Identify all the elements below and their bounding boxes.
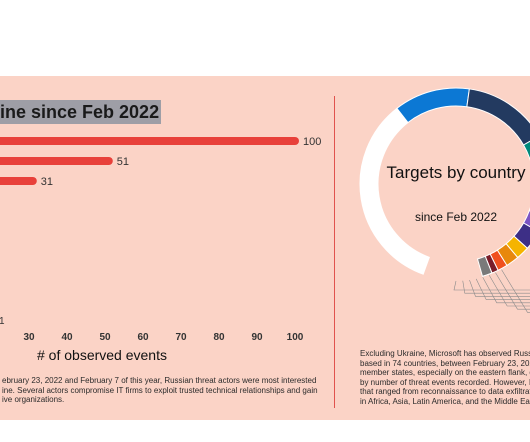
leader-line [482,277,530,304]
bar-value-label: 51 [117,156,129,168]
leader-line [469,279,530,297]
x-tick-label: 100 [287,332,304,343]
footnote-right: Excluding Ukraine, Microsoft has observe… [360,349,530,407]
footnote-left-line: ive organizations. [2,395,65,405]
bar-chart-title: ine since Feb 2022 [0,100,162,124]
donut-title: Targets by country [386,163,526,182]
x-axis-title: # of observed events [37,347,167,363]
footnote-left-line: ine. Several actors compromise IT firms … [2,385,318,395]
x-tick-label: 30 [23,332,35,343]
panel-divider [334,96,335,408]
x-tick-label-partial: 1 [0,316,5,327]
x-tick-label: 60 [137,332,149,343]
footnote-left-line: ebruary 23, 2022 and February 7 of this … [2,376,317,385]
x-tick-label: 70 [175,332,187,343]
footnote-right-line: Excluding Ukraine, Microsoft has observe… [360,349,530,358]
x-tick-label: 90 [251,332,263,343]
leader-line [501,269,530,313]
footnote-right-line: based in 74 countries, between February … [360,358,530,368]
x-tick-label: 40 [61,332,73,343]
footnote-right-line: that ranged from reconnaissance to data … [360,387,530,397]
donut-subtitle: since Feb 2022 [414,210,498,224]
bar-value-label: 100 [303,136,321,148]
bar-chart: 100 51 31 1 30 40 50 60 70 80 90 100 # of observed e… [0,136,321,363]
footnote-right-line: in Africa, Asia, Latin America, and the … [360,396,530,406]
leader-line [453,280,530,291]
donut-chart [359,87,530,313]
donut-segment [396,87,470,124]
leader-line [462,280,530,294]
infographic-panel: ine since Feb 2022 100 51 31 1 30 40 50 60 70 80 9… [0,76,530,420]
donut-segment [476,255,493,277]
donut-segment [359,107,430,275]
footnote-left: ebruary 23, 2022 and February 7 of this … [2,376,318,405]
x-tick-label: 80 [213,332,225,343]
footnote-right-line: by number of threat events recorded. How… [360,377,530,387]
donut-segment [522,140,530,162]
leader-line [475,278,530,300]
x-tick-label: 50 [99,332,111,343]
footnote-right-line: member states, especially on the eastern… [360,368,530,378]
donut-segment [466,88,530,146]
bar-value-label: 31 [41,176,53,188]
leader-line [488,274,530,307]
leader-line [495,272,530,310]
